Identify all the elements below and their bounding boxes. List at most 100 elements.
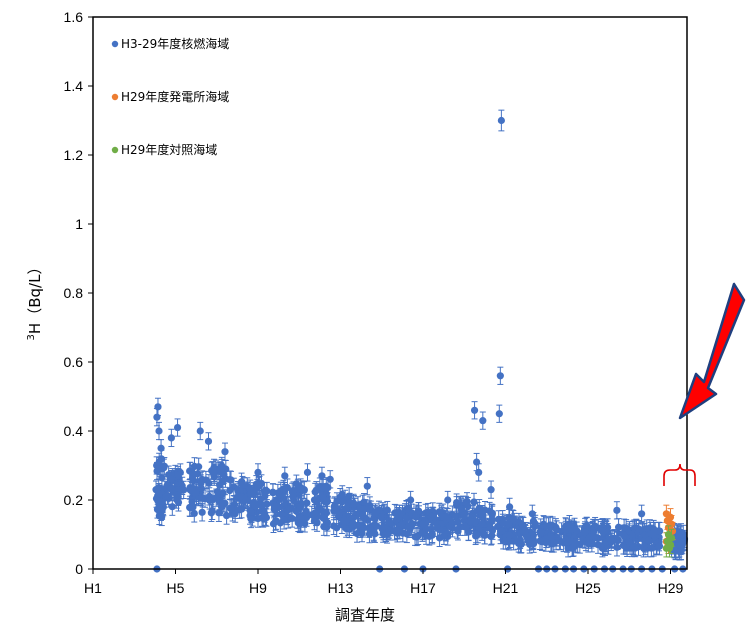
data-point [167,428,175,448]
y-tick-label: 0.8 [64,285,84,301]
data-point [237,487,246,506]
data-point [620,526,628,545]
data-point [204,432,213,451]
data-point [475,499,483,518]
x-tick-label: H17 [410,580,436,596]
data-point [157,439,165,458]
data-point [519,516,528,536]
legend-label: H29年度対照海域 [121,142,217,157]
data-point [311,504,319,523]
data-point [252,475,260,494]
data-point [625,533,633,552]
data-point [174,466,182,485]
data-point [509,510,517,529]
data-point [613,538,621,557]
data-point [359,505,367,525]
data-point [335,505,343,525]
y-axis-title: H（Bq/L） [26,260,44,335]
legend-entry: H29年度対照海域 [111,142,217,157]
data-point [173,490,181,509]
data-point [210,463,219,482]
data-point [261,504,269,523]
data-point [487,480,495,499]
data-point [495,404,503,423]
data-point [226,481,234,500]
data-point [371,524,379,543]
y-tick-label: 1.2 [64,147,84,163]
data-point [330,497,338,516]
data-point [448,514,456,534]
data-point [303,463,312,482]
data-point [488,505,496,524]
data-point [606,529,615,549]
data-point [277,505,286,524]
data-point [338,485,346,504]
y-tick-label: 0.4 [64,423,84,439]
data-point [154,397,162,416]
legend-label: H3-29年度核燃海域 [121,36,229,51]
data-point [442,507,450,526]
x-axis-title: 調査年度 [335,606,395,624]
data-point [342,499,350,518]
legend-entry: H3-29年度核燃海域 [111,36,229,51]
data-point [330,516,338,536]
data-point [296,497,304,517]
data-point [638,504,646,523]
data-point [415,501,423,521]
data-point [460,506,468,526]
y-tick-label: 0.2 [64,492,84,508]
y-tick-label: 1 [75,216,83,232]
data-point [428,526,436,545]
data-point [581,522,589,542]
data-point [480,526,489,545]
data-point [198,503,206,522]
data-point [281,466,289,485]
data-point [479,411,487,430]
data-point [407,490,415,510]
data-point [270,500,278,519]
data-point [530,534,538,553]
data-point [269,483,277,502]
data-point [497,109,505,132]
data-point [192,483,200,502]
data-point [216,461,224,480]
data-point [349,514,357,533]
data-point [569,538,577,557]
y-tick-label: 0 [75,561,83,577]
data-point [247,503,255,522]
data-point [667,528,676,548]
data-point [444,490,452,510]
data-point [506,526,514,545]
y-tick-label: 0.6 [64,354,84,370]
data-point [326,470,334,489]
data-point [207,503,215,522]
y-tick-label: 1.6 [64,9,84,25]
data-point [486,517,494,537]
data-point [227,499,235,518]
highlight-bracket [663,463,696,486]
y-tick-label: 1.4 [64,78,84,94]
data-point [555,531,564,550]
data-point [502,531,510,550]
data-point [471,512,479,531]
data-point [650,521,658,541]
x-tick-label: H21 [493,580,519,596]
data-point [472,525,480,544]
data-point [206,491,214,510]
data-point [542,517,550,536]
data-point [350,495,358,514]
data-point [173,418,182,437]
x-tick-label: H1 [84,580,102,596]
data-point [573,521,581,540]
data-point [470,401,479,420]
data-point [435,528,444,548]
legend-marker [111,146,119,154]
data-point [662,539,670,558]
x-tick-label: H29 [658,580,684,596]
data-point [221,442,229,461]
data-point [675,525,683,544]
data-point [613,501,621,520]
data-point [186,480,194,500]
data-point [402,509,410,528]
legend-label: H29年度発電所海域 [121,89,229,104]
